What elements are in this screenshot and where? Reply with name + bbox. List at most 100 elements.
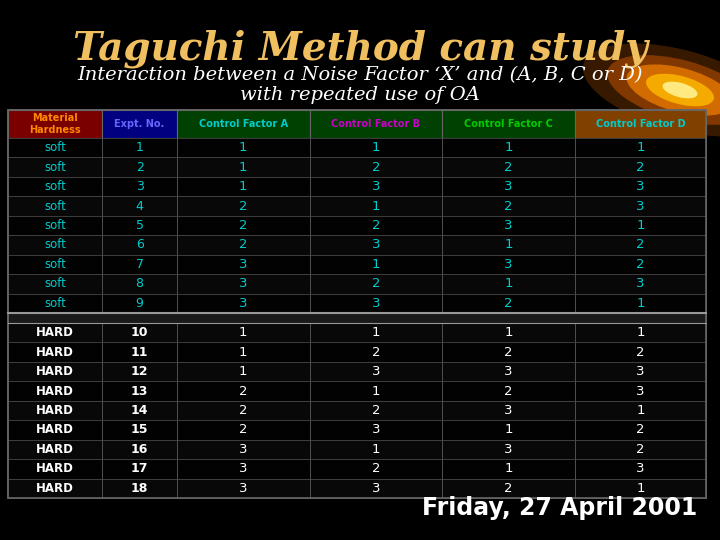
Text: 1: 1 bbox=[504, 239, 513, 252]
Bar bbox=[8, 138, 102, 158]
Bar bbox=[310, 158, 442, 177]
Bar bbox=[102, 342, 177, 362]
Bar bbox=[575, 381, 706, 401]
Bar bbox=[8, 401, 706, 420]
Text: 1: 1 bbox=[372, 200, 380, 213]
Bar bbox=[310, 216, 442, 235]
Bar bbox=[8, 294, 102, 313]
Bar bbox=[177, 216, 310, 235]
Bar bbox=[442, 323, 575, 342]
Bar bbox=[442, 478, 575, 498]
Bar bbox=[177, 440, 310, 459]
Text: HARD: HARD bbox=[36, 404, 74, 417]
Text: 2: 2 bbox=[504, 482, 513, 495]
Text: 3: 3 bbox=[504, 443, 513, 456]
Bar bbox=[8, 294, 706, 313]
Ellipse shape bbox=[646, 74, 714, 106]
Text: HARD: HARD bbox=[36, 346, 74, 359]
Text: 1: 1 bbox=[239, 180, 248, 193]
Text: 3: 3 bbox=[239, 443, 248, 456]
Text: Taguchi Method can study: Taguchi Method can study bbox=[73, 30, 647, 69]
Bar bbox=[102, 197, 177, 216]
Text: HARD: HARD bbox=[36, 443, 74, 456]
Text: 2: 2 bbox=[504, 161, 513, 174]
Text: 3: 3 bbox=[636, 384, 644, 397]
Bar bbox=[310, 177, 442, 197]
Text: 12: 12 bbox=[131, 365, 148, 378]
Text: 2: 2 bbox=[372, 161, 380, 174]
Ellipse shape bbox=[583, 44, 720, 137]
Bar bbox=[575, 459, 706, 478]
Bar bbox=[8, 362, 706, 381]
Bar bbox=[102, 323, 177, 342]
Bar bbox=[102, 420, 177, 440]
Text: 3: 3 bbox=[372, 423, 380, 436]
Bar bbox=[310, 294, 442, 313]
Text: 16: 16 bbox=[131, 443, 148, 456]
Text: soft: soft bbox=[44, 239, 66, 252]
Text: 18: 18 bbox=[131, 482, 148, 495]
Text: 1: 1 bbox=[135, 141, 143, 154]
Text: 17: 17 bbox=[131, 462, 148, 475]
Bar bbox=[8, 235, 102, 255]
Bar bbox=[310, 420, 442, 440]
Text: 2: 2 bbox=[239, 219, 248, 232]
Text: 3: 3 bbox=[239, 462, 248, 475]
Bar bbox=[310, 381, 442, 401]
Bar bbox=[8, 177, 706, 197]
Bar bbox=[8, 342, 102, 362]
Text: Interaction between a Noise Factor ‘X’ and (A, B, C or D): Interaction between a Noise Factor ‘X’ a… bbox=[77, 66, 643, 84]
Bar bbox=[8, 381, 706, 401]
Bar bbox=[310, 342, 442, 362]
Bar bbox=[442, 440, 575, 459]
Bar bbox=[8, 255, 102, 274]
Text: 1: 1 bbox=[239, 161, 248, 174]
Bar bbox=[310, 440, 442, 459]
Bar bbox=[8, 478, 706, 498]
Bar bbox=[177, 478, 310, 498]
Bar bbox=[102, 274, 177, 294]
Text: 1: 1 bbox=[239, 346, 248, 359]
Bar bbox=[442, 294, 575, 313]
Bar bbox=[442, 235, 575, 255]
Bar bbox=[8, 342, 706, 362]
Bar bbox=[177, 420, 310, 440]
Text: soft: soft bbox=[44, 297, 66, 310]
Bar bbox=[575, 255, 706, 274]
Text: 2: 2 bbox=[239, 239, 248, 252]
Bar bbox=[442, 459, 575, 478]
Bar bbox=[442, 158, 575, 177]
Text: 3: 3 bbox=[372, 180, 380, 193]
Bar bbox=[8, 138, 706, 158]
Text: HARD: HARD bbox=[36, 384, 74, 397]
Bar bbox=[8, 459, 102, 478]
Bar bbox=[442, 381, 575, 401]
Text: 3: 3 bbox=[239, 482, 248, 495]
Text: 9: 9 bbox=[135, 297, 143, 310]
Ellipse shape bbox=[626, 64, 720, 116]
Text: soft: soft bbox=[44, 200, 66, 213]
Text: 11: 11 bbox=[131, 346, 148, 359]
Bar bbox=[8, 274, 706, 294]
Text: 2: 2 bbox=[504, 346, 513, 359]
Text: 2: 2 bbox=[636, 161, 644, 174]
Bar bbox=[102, 110, 177, 138]
Bar bbox=[8, 440, 706, 459]
Text: 2: 2 bbox=[239, 384, 248, 397]
Bar bbox=[575, 274, 706, 294]
Text: 1: 1 bbox=[504, 278, 513, 291]
Bar bbox=[442, 138, 575, 158]
Bar bbox=[575, 197, 706, 216]
Text: 2: 2 bbox=[372, 404, 380, 417]
Bar bbox=[8, 381, 102, 401]
Bar bbox=[177, 138, 310, 158]
Text: 1: 1 bbox=[504, 423, 513, 436]
Bar bbox=[575, 420, 706, 440]
Text: Friday, 27 April 2001: Friday, 27 April 2001 bbox=[423, 496, 698, 520]
Text: 2: 2 bbox=[239, 200, 248, 213]
Bar bbox=[575, 138, 706, 158]
Bar bbox=[310, 323, 442, 342]
Bar bbox=[310, 401, 442, 420]
Text: 1: 1 bbox=[636, 141, 644, 154]
Bar bbox=[8, 158, 102, 177]
